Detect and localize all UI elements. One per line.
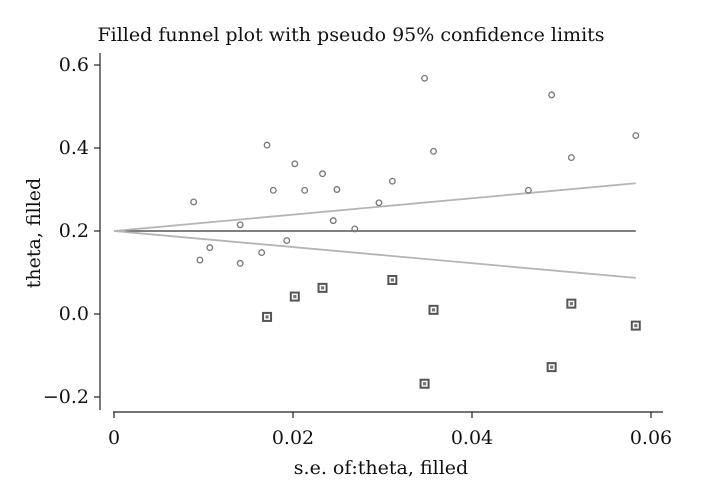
x-tick-label-0: 0 <box>108 427 120 449</box>
filled-study-point <box>428 304 439 315</box>
observed-study-point <box>236 259 244 267</box>
observed-study-point <box>196 256 204 264</box>
data-points <box>190 74 641 389</box>
observed-study-point <box>351 225 359 233</box>
filled-study-point <box>387 274 398 285</box>
observed-study-point <box>263 141 271 149</box>
observed-study-point <box>283 237 291 244</box>
observed-study-point <box>319 170 326 178</box>
y-tick-label-2: 0.2 <box>59 220 89 242</box>
x-tick-label-1: 0.02 <box>272 427 314 449</box>
y-ticks: −0.2 0.0 0.2 0.4 0.6 <box>43 54 100 408</box>
y-axis-title: theta, filled <box>23 178 45 288</box>
observed-study-point <box>421 74 429 82</box>
observed-study-point <box>524 186 532 194</box>
filled-study-point <box>262 311 273 322</box>
observed-study-point <box>388 177 396 185</box>
x-tick-label-2: 0.04 <box>451 427 493 449</box>
lower-ci-line <box>113 230 636 279</box>
observed-study-point <box>269 186 277 194</box>
observed-study-point <box>430 147 437 155</box>
chart-title: Filled funnel plot with pseudo 95% confi… <box>97 24 604 46</box>
x-ticks: 0 0.02 0.04 0.06 <box>108 412 672 449</box>
observed-study-point <box>301 186 309 194</box>
x-axis-title: s.e. of:theta, filled <box>294 457 468 479</box>
observed-study-point <box>258 249 266 257</box>
y-tick-label-0: −0.2 <box>43 386 89 408</box>
observed-study-point <box>567 154 575 161</box>
upper-ci-line <box>113 182 636 232</box>
observed-study-point <box>236 221 244 229</box>
x-tick-label-3: 0.06 <box>630 427 672 449</box>
observed-study-point <box>291 160 299 168</box>
observed-study-point <box>333 186 341 193</box>
filled-study-point <box>546 362 557 373</box>
filled-study-point <box>566 298 577 309</box>
observed-study-point <box>329 217 337 225</box>
observed-study-point <box>190 198 198 206</box>
observed-study-point <box>632 132 640 139</box>
filled-study-point <box>630 320 641 331</box>
observed-study-point <box>206 244 214 252</box>
observed-study-point <box>548 91 556 99</box>
y-tick-label-1: 0.0 <box>59 303 89 325</box>
y-tick-label-3: 0.4 <box>59 137 89 159</box>
y-tick-label-4: 0.6 <box>59 54 89 76</box>
filled-study-point <box>419 378 430 389</box>
reference-lines <box>113 182 636 279</box>
filled-study-point <box>317 282 328 293</box>
filled-study-point <box>289 291 300 302</box>
observed-study-point <box>375 199 383 207</box>
